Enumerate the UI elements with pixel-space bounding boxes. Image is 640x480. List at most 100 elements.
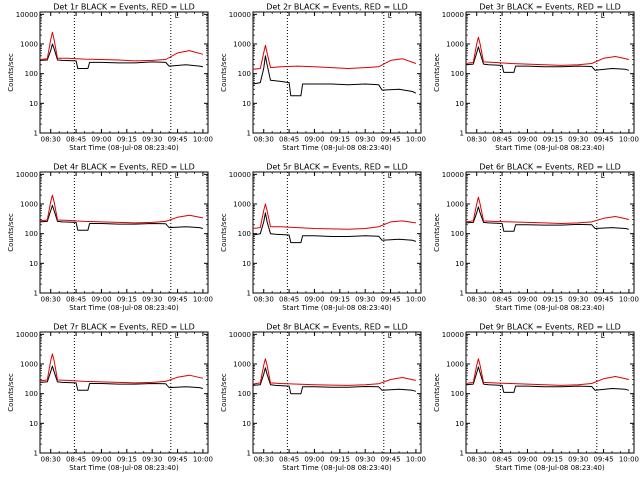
lld-series-line [39, 353, 204, 384]
x-tick-label: 09:00 [91, 296, 111, 304]
y-tick-label: 1000 [233, 41, 251, 49]
events-series-line [252, 212, 417, 244]
y-tick-label: 10 [455, 100, 464, 108]
plot-frame [39, 11, 209, 134]
x-axis-label: Start Time (08-Jul-08 08:23:40) [495, 464, 605, 472]
x-tick-label: 09:45 [380, 296, 400, 304]
events-series-line [465, 46, 630, 73]
y-tick-label: 10000 [442, 171, 464, 179]
events-series-line [252, 55, 417, 97]
y-tick-label: 100 [451, 390, 464, 398]
y-tick-label: 10000 [229, 171, 251, 179]
x-tick-label: 08:30 [41, 136, 61, 144]
panel-title: Det 4r BLACK = Events, RED = LLD [53, 163, 195, 172]
lld-marker: L [175, 332, 179, 340]
y-tick-label: 1 [247, 130, 251, 138]
x-tick-label: 08:45 [492, 296, 512, 304]
panel-title: Det 8r BLACK = Events, RED = LLD [266, 323, 408, 332]
lld-series-line [465, 196, 630, 224]
events-series-line [465, 206, 630, 232]
y-tick-label: 100 [238, 230, 251, 238]
events-series-line [39, 204, 204, 231]
plot-frame [39, 331, 209, 454]
x-axis-label: Start Time (08-Jul-08 08:23:40) [69, 144, 179, 152]
y-axis-label: Counts/sec [7, 373, 15, 412]
lld-marker: L [175, 12, 179, 20]
detector-panel: Det 8r BLACK = Events, RED = LLD 1 10 100 10… [220, 323, 426, 473]
detector-panel: Det 9r BLACK = Events, RED = LLD 1 10 100 10… [433, 323, 639, 473]
x-tick-label: 09:45 [593, 136, 613, 144]
x-tick-label: 08:45 [279, 456, 299, 464]
x-tick-label: 09:45 [380, 136, 400, 144]
x-tick-label: 08:30 [41, 456, 61, 464]
panel-title: Det 2r BLACK = Events, RED = LLD [266, 3, 408, 12]
lld-marker: L [601, 12, 605, 20]
x-tick-label: 08:45 [66, 456, 86, 464]
x-tick-label: 10:00 [193, 296, 213, 304]
plot-frame [252, 11, 422, 134]
x-tick-label: 09:00 [517, 136, 537, 144]
y-tick-label: 100 [25, 390, 38, 398]
x-tick-label: 08:45 [66, 136, 86, 144]
y-tick-label: 1 [247, 450, 251, 458]
y-tick-label: 1 [34, 450, 38, 458]
y-tick-label: 1 [34, 290, 38, 298]
x-tick-label: 08:30 [254, 456, 274, 464]
x-axis-label: Start Time (08-Jul-08 08:23:40) [495, 144, 605, 152]
x-tick-label: 09:30 [142, 136, 162, 144]
x-tick-label: 09:00 [304, 456, 324, 464]
x-tick-label: 09:45 [167, 296, 187, 304]
x-tick-label: 09:00 [304, 136, 324, 144]
lld-marker: L [388, 332, 392, 340]
detector-panel: Det 7r BLACK = Events, RED = LLD 1 10 100 10… [7, 323, 213, 473]
lld-series-line [252, 203, 416, 230]
lld-marker: L [601, 172, 605, 180]
x-axis-label: Start Time (08-Jul-08 08:23:40) [69, 464, 179, 472]
lld-series-line [465, 358, 630, 386]
events-series-line [39, 365, 204, 391]
lld-marker: L [175, 172, 179, 180]
detector-panel: Det 6r BLACK = Events, RED = LLD 1 10 100 10… [433, 163, 639, 313]
lld-marker: L [388, 12, 392, 20]
x-tick-label: 09:00 [91, 456, 111, 464]
y-tick-label: 10000 [16, 11, 38, 19]
events-series-line [39, 43, 204, 69]
x-tick-label: 08:30 [41, 296, 61, 304]
y-tick-label: 10 [242, 420, 251, 428]
plot-frame [39, 171, 209, 294]
y-tick-label: 1 [247, 290, 251, 298]
y-tick-label: 100 [238, 390, 251, 398]
x-tick-label: 09:15 [330, 296, 350, 304]
lld-series-line [252, 44, 417, 70]
plot-frame [465, 171, 635, 294]
events-series-line [252, 367, 417, 395]
y-tick-label: 10 [29, 420, 38, 428]
y-axis-label: Counts/sec [220, 373, 228, 412]
y-tick-label: 10 [455, 420, 464, 428]
x-tick-label: 09:30 [142, 296, 162, 304]
y-tick-label: 1000 [446, 41, 464, 49]
y-tick-label: 100 [451, 230, 464, 238]
y-axis-label: Counts/sec [7, 53, 15, 92]
lld-series-line [252, 358, 417, 386]
x-tick-label: 09:30 [355, 136, 375, 144]
x-tick-label: 09:30 [355, 296, 375, 304]
x-tick-label: 09:45 [167, 136, 187, 144]
panel-title: Det 5r BLACK = Events, RED = LLD [266, 163, 408, 172]
events-series-line [465, 366, 630, 393]
y-axis-label: Counts/sec [7, 213, 15, 252]
y-axis-label: Counts/sec [220, 213, 228, 252]
detector-panel: Det 3r BLACK = Events, RED = LLD 1 10 100 10… [433, 3, 639, 153]
y-tick-label: 1000 [446, 201, 464, 209]
y-tick-label: 1 [460, 290, 464, 298]
y-tick-label: 10000 [16, 331, 38, 339]
x-tick-label: 10:00 [619, 456, 639, 464]
panel-title: Det 6r BLACK = Events, RED = LLD [479, 163, 621, 172]
x-tick-label: 10:00 [406, 456, 426, 464]
x-axis-label: Start Time (08-Jul-08 08:23:40) [282, 144, 392, 152]
x-tick-label: 08:45 [492, 456, 512, 464]
x-axis-label: Start Time (08-Jul-08 08:23:40) [282, 464, 392, 472]
x-tick-label: 08:45 [279, 136, 299, 144]
x-tick-label: 09:30 [568, 136, 588, 144]
y-tick-label: 10 [29, 260, 38, 268]
